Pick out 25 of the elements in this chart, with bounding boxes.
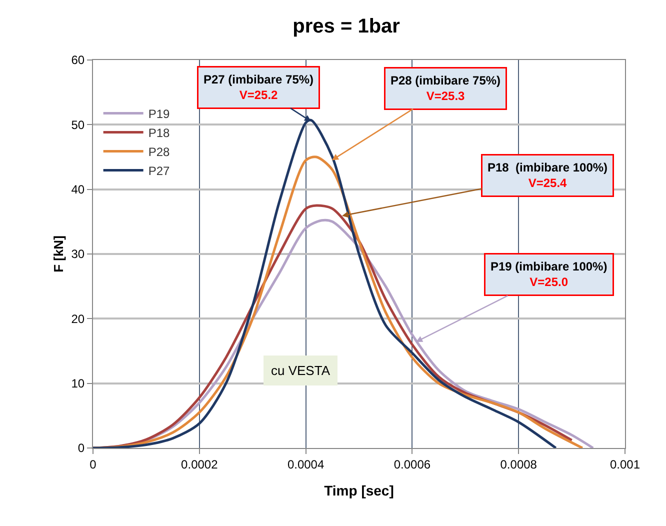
chart-title: pres = 1bar — [292, 15, 400, 38]
annotation: P28 (imbibare 75%) V=25.3 — [390, 74, 501, 104]
y-tick-label: 50 — [71, 118, 85, 132]
x-tick-label: 0 — [90, 457, 97, 472]
legend-label: P18 — [148, 126, 170, 140]
x-tick-label: 0.0004 — [287, 457, 324, 472]
y-tick-label: 0 — [78, 441, 85, 456]
y-tick-label: 40 — [71, 182, 85, 197]
annotation: cu VESTA — [271, 363, 330, 378]
x-tick-label: 0.0008 — [500, 457, 538, 472]
y-tick-label: 30 — [71, 247, 85, 262]
x-tick-label: 0.0002 — [181, 457, 218, 472]
annotation: P19 (imbibare 100%) V=25.0 — [490, 260, 608, 290]
legend-label: P19 — [148, 106, 170, 121]
annotation: P27 (imbibare 75%) V=25.2 — [204, 72, 314, 102]
x-tick-label: 0.0006 — [394, 457, 431, 472]
y-tick-label: 60 — [71, 53, 85, 68]
x-axis-title: Timp [sec] — [324, 482, 394, 499]
y-tick-label: 10 — [71, 376, 85, 391]
x-tick-label: 0.001 — [610, 457, 640, 472]
y-axis-title: F [kN] — [51, 236, 66, 272]
legend-label: P28 — [148, 144, 170, 159]
y-tick-label: 20 — [71, 312, 85, 326]
legend-label: P27 — [148, 164, 170, 178]
annotation: P18 (imbibare 100%) V=25.4 — [488, 160, 608, 190]
